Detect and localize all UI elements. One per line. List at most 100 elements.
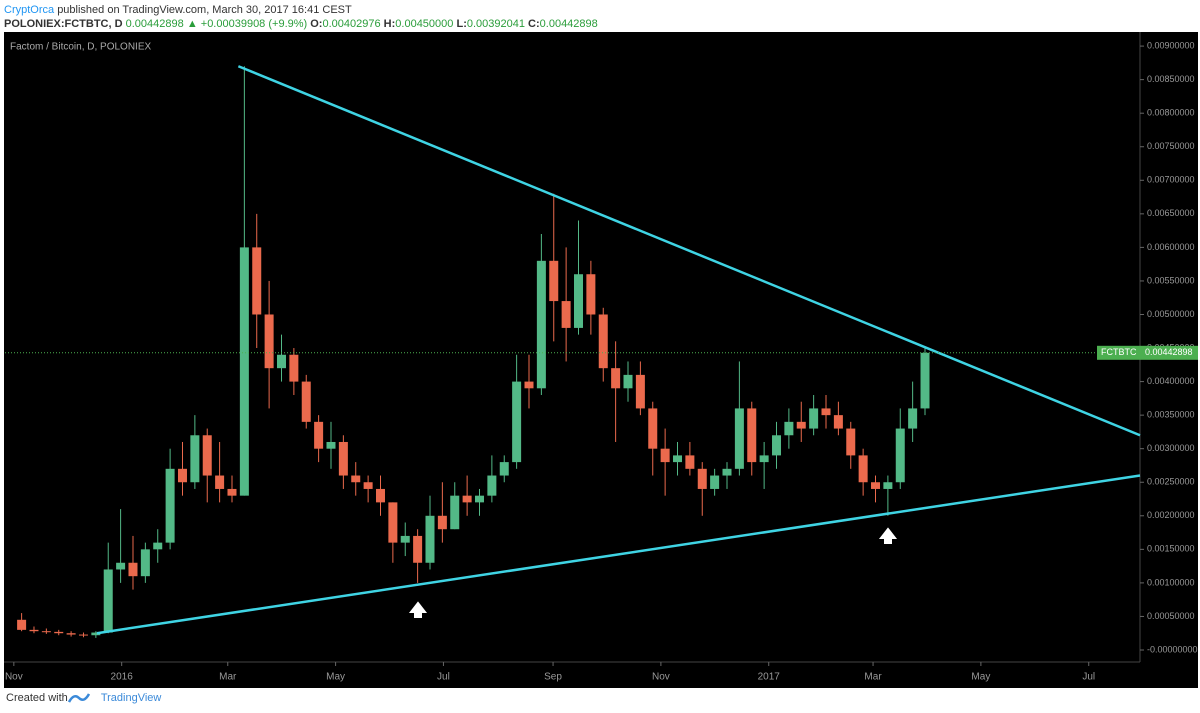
candle-body <box>697 468 707 489</box>
c-label: C: <box>528 18 540 30</box>
candle-body <box>536 260 546 389</box>
candle-body <box>747 408 757 463</box>
candle-body <box>734 408 744 469</box>
candle-body <box>524 381 534 389</box>
candle-body <box>858 455 868 483</box>
candle-body <box>91 632 101 636</box>
y-tick-label: 0.00850000 <box>1147 74 1195 84</box>
candle-body <box>462 495 472 503</box>
candle-body <box>895 428 905 483</box>
y-tick-label: 0.00250000 <box>1147 477 1195 487</box>
arrow-up <box>408 601 428 618</box>
candle-body <box>128 562 138 577</box>
y-tick-label: 0.00800000 <box>1147 108 1195 118</box>
x-tick-label: 2017 <box>758 672 781 683</box>
x-tick-label: Sep <box>544 672 562 683</box>
candle-body <box>586 274 596 315</box>
candle-body <box>710 475 720 489</box>
header: CryptOrca published on TradingView.com, … <box>4 3 598 31</box>
candle-body <box>363 482 373 489</box>
trendline <box>96 474 1141 635</box>
candle-body <box>264 314 274 369</box>
brand[interactable]: TradingView <box>100 692 162 704</box>
change: +0.00039908 (+9.9%) <box>200 18 308 30</box>
candle-body <box>54 631 64 634</box>
candle-body <box>301 381 311 422</box>
y-tick-label: 0.00600000 <box>1147 242 1195 252</box>
candle-body <box>177 468 187 483</box>
x-tick-label: Jul <box>437 672 450 683</box>
logo <box>68 693 90 703</box>
c: 0.00442898 <box>539 18 598 30</box>
y-tick-label: 0.00750000 <box>1147 141 1195 151</box>
candle-body <box>833 415 843 429</box>
candle-body <box>821 408 831 416</box>
y-tick-label: 0.00050000 <box>1147 611 1195 621</box>
candle-body <box>623 374 633 389</box>
l: 0.00392041 <box>466 18 525 30</box>
candle-body <box>685 455 695 469</box>
x-tick-label: 2016 <box>111 672 134 683</box>
candle-body <box>635 374 645 409</box>
candle-body <box>165 468 175 543</box>
o-label: O: <box>310 18 323 30</box>
candle-body <box>326 441 336 449</box>
candle-body <box>116 562 126 570</box>
y-tick-label: 0.00550000 <box>1147 275 1195 285</box>
candle-body <box>103 569 113 633</box>
author[interactable]: CryptOrca <box>4 4 55 16</box>
y-tick-label: 0.00400000 <box>1147 376 1195 386</box>
x-tick-label: May <box>971 672 990 683</box>
y-tick-label: 0.00350000 <box>1147 410 1195 420</box>
candle-body <box>375 488 385 503</box>
candle-body <box>78 634 88 636</box>
x-tick-label: Jul <box>1082 672 1095 683</box>
x-tick-label: May <box>326 672 345 683</box>
candle-body <box>772 435 782 456</box>
y-tick-label: 0.00300000 <box>1147 443 1195 453</box>
h: 0.00450000 <box>395 18 454 30</box>
candle-body <box>289 354 299 382</box>
candle-body <box>660 448 670 463</box>
x-tick-label: Mar <box>864 672 882 683</box>
candle-body <box>413 535 423 563</box>
candle-body <box>673 455 683 463</box>
candle-body <box>140 549 150 577</box>
candle-body <box>796 421 806 429</box>
candle-body <box>276 354 286 369</box>
y-tick-label: 0.00150000 <box>1147 544 1195 554</box>
candle-body <box>388 502 398 543</box>
candle-body <box>611 368 621 389</box>
symbol: POLONIEX:FCTBTC, D <box>4 18 123 30</box>
arrow-up <box>878 527 898 544</box>
last: 0.00442898 <box>125 18 184 30</box>
candle-body <box>487 475 497 496</box>
chart-title: Factom / Bitcoin, D, POLONIEX <box>10 42 151 53</box>
candle-body <box>227 488 237 496</box>
candle-body <box>338 441 348 476</box>
candle-body <box>809 408 819 429</box>
candle-body <box>202 435 212 476</box>
trendline <box>237 65 1141 437</box>
created: Created with <box>6 692 68 704</box>
candle-body <box>574 274 583 328</box>
candle-body <box>549 260 559 302</box>
candle-body <box>17 619 27 630</box>
y-tick-label: 0.00100000 <box>1147 577 1195 587</box>
chart: Factom / Bitcoin, D, POLONIEX -0.0000000… <box>4 32 1198 688</box>
candle-body <box>920 352 930 409</box>
candle-body <box>598 314 608 369</box>
candle-body <box>883 482 893 489</box>
footer: Created with TradingView <box>6 692 161 704</box>
price-tag-bg <box>1097 345 1198 360</box>
candle-body <box>648 408 658 449</box>
x-tick-label: Nov <box>5 672 23 683</box>
x-tick-label: Mar <box>219 672 237 683</box>
candle-body <box>400 535 410 543</box>
candle-body <box>66 633 76 635</box>
candle-body <box>190 435 200 483</box>
candle-body <box>908 408 918 429</box>
candle-body <box>351 475 361 483</box>
candle-body <box>29 629 39 632</box>
